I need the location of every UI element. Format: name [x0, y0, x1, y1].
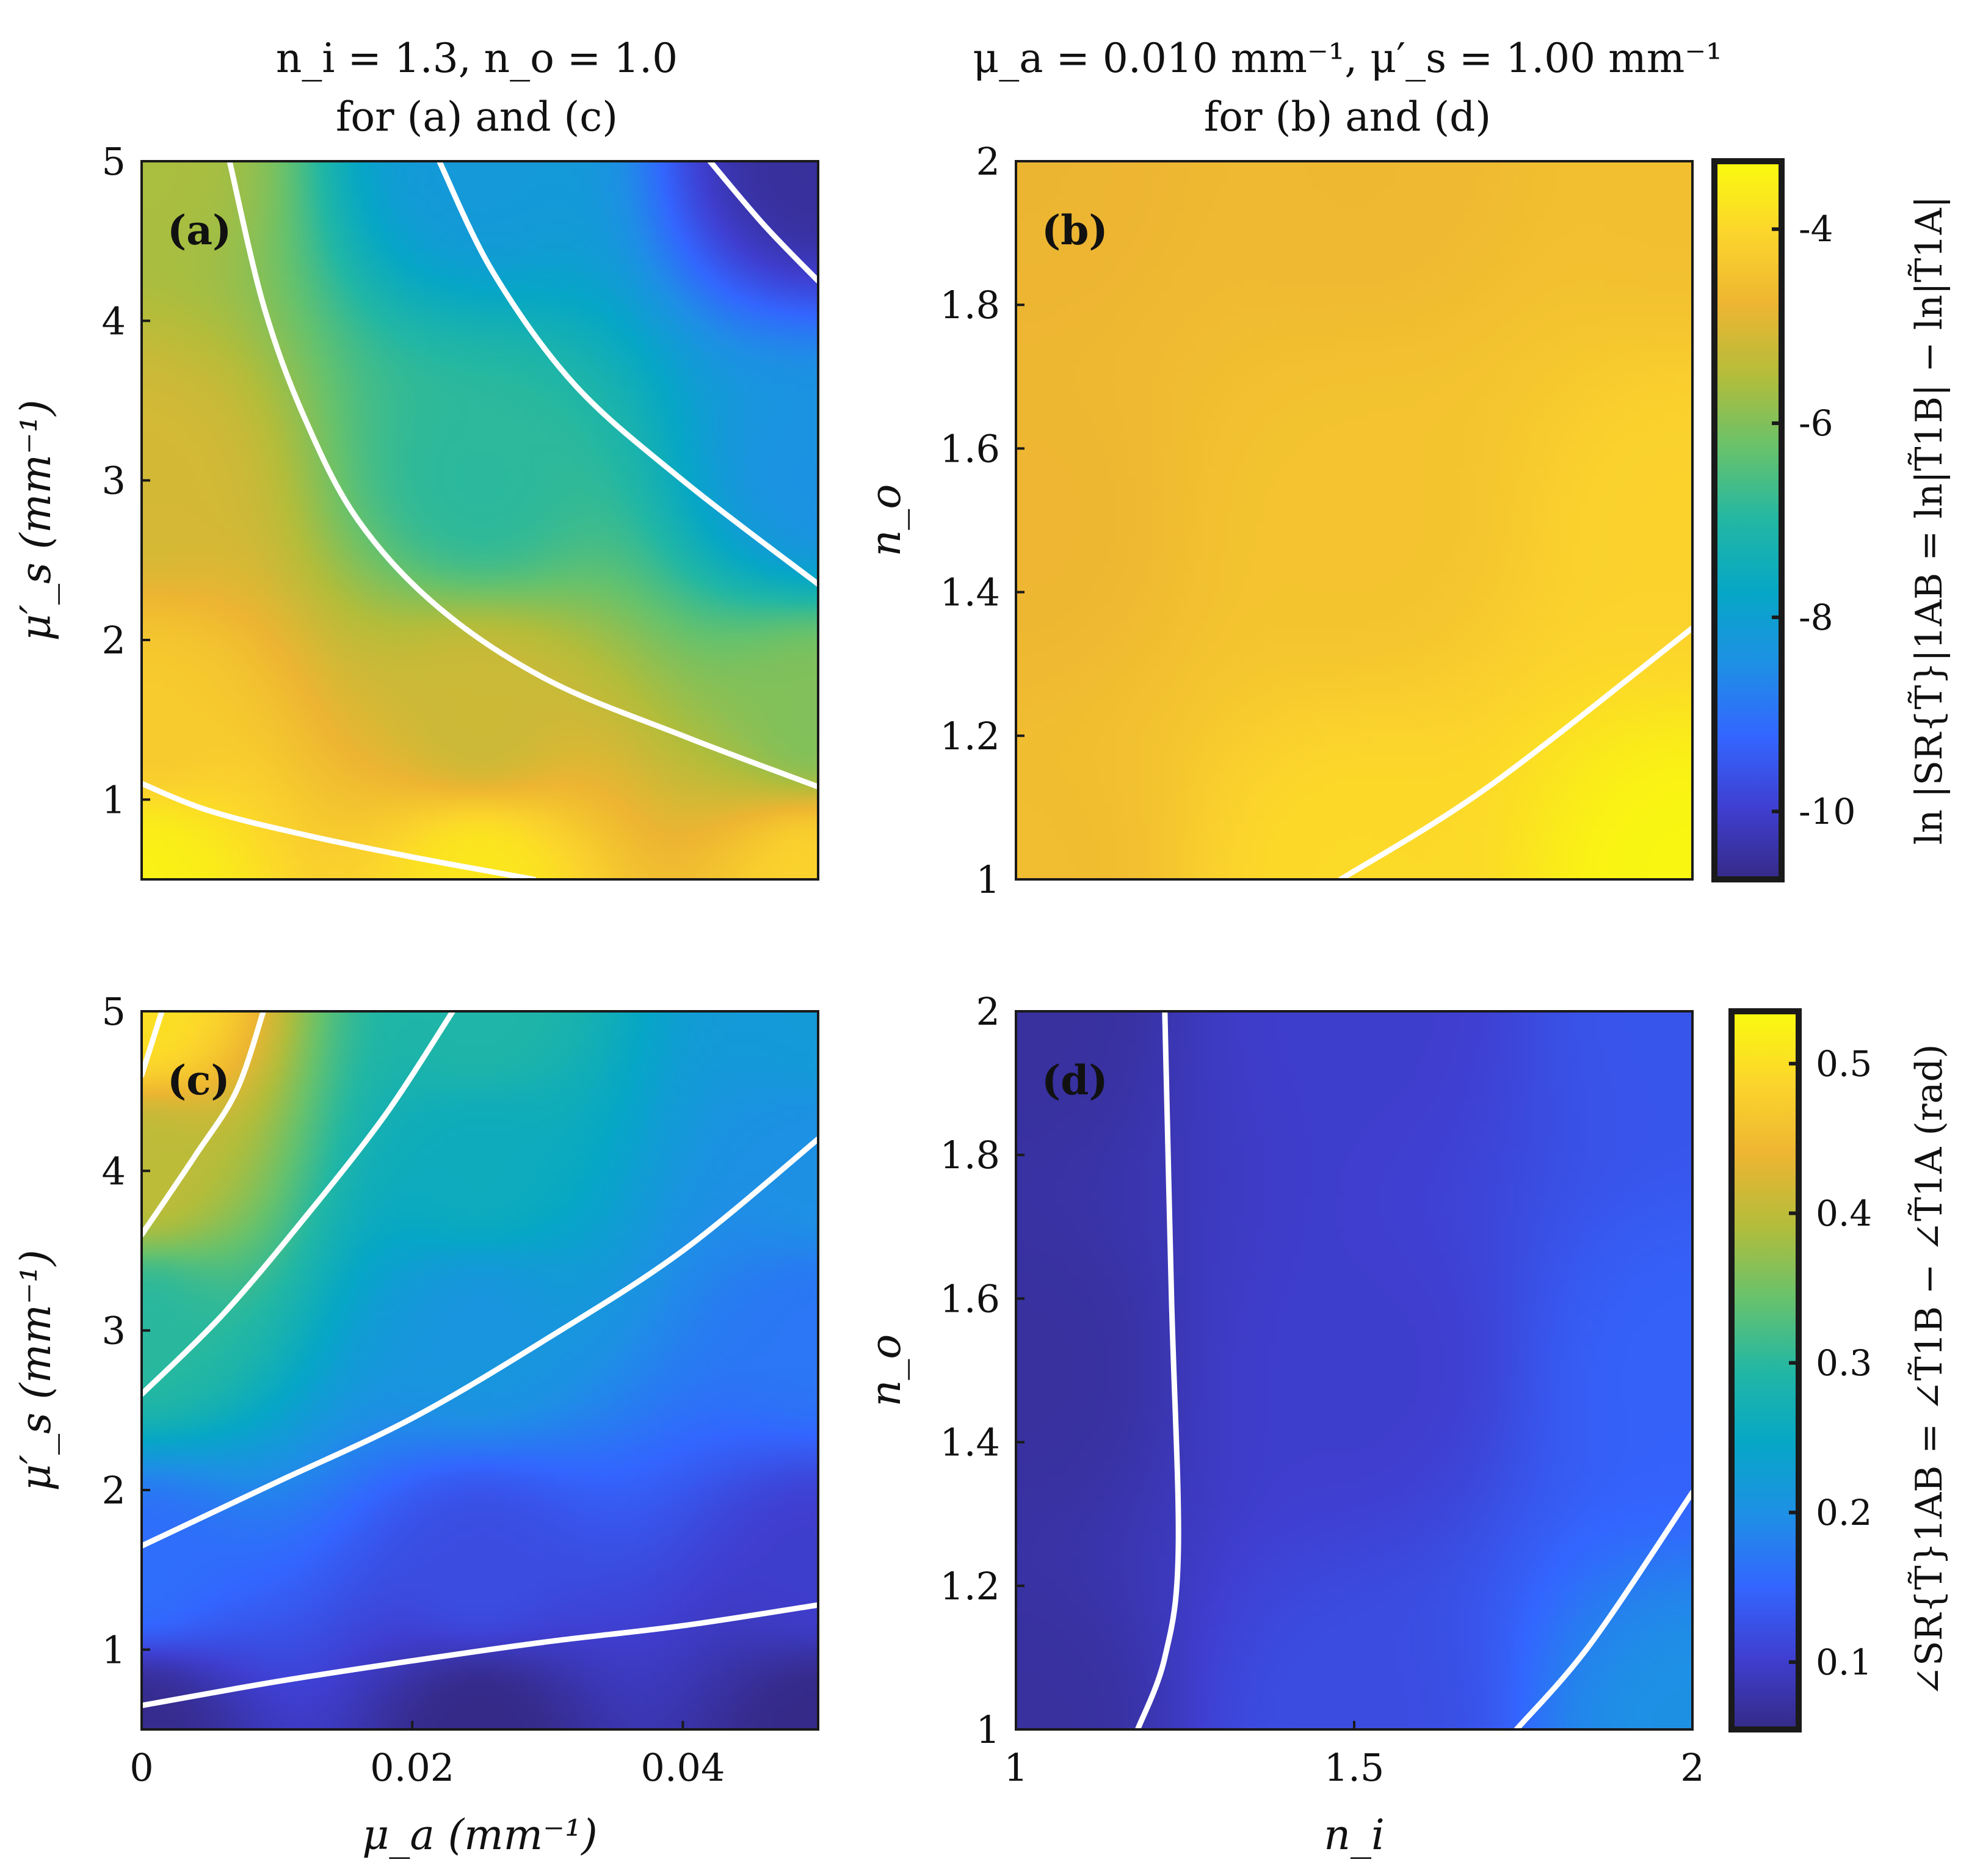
- xtick-label-c: 0.02: [370, 1745, 454, 1790]
- panel-label-a: (a): [167, 206, 231, 254]
- cb-bottom-frame: [1728, 1008, 1802, 1732]
- contour-line-c-2: [142, 1011, 456, 1397]
- ytick-label-d: 2: [976, 989, 1000, 1034]
- heatmap-c: [142, 1011, 818, 1729]
- panel-c: 1 2 3 4 5 0 0.02 0.04 μ_a (mm⁻¹) μ′_s (mm⁻¹) (c): [12, 989, 819, 1860]
- panel-label-c: (c): [167, 1056, 230, 1104]
- cb-bottom-label: ∠SR{T̃}1AB = ∠T̃1B − ∠T̃1A (rad): [1907, 1044, 1951, 1696]
- axes-frame-b: [1015, 160, 1694, 881]
- ytick-label-b: 1.4: [940, 570, 1000, 615]
- ytick-label-d: 1.4: [940, 1420, 1000, 1465]
- y-axis-label-d: n_o: [862, 1334, 910, 1407]
- cb-bottom-tick-label: 0.3: [1816, 1342, 1872, 1384]
- cb-top-label: ln |SR{T̃}|1AB = ln|T̃1B| − ln|T̃1A|: [1907, 196, 1951, 845]
- cb-bottom-tick-label: 0.4: [1816, 1193, 1872, 1234]
- cb-bottom-tick-label: 0.5: [1816, 1043, 1872, 1085]
- contour-line-c-4: [142, 1011, 165, 1078]
- cb-bottom-tick-label: 0.2: [1816, 1492, 1872, 1533]
- xtick-label-d: 1: [1004, 1745, 1028, 1790]
- axes-frame-c: [140, 1010, 819, 1731]
- panel-label-d: (d): [1042, 1056, 1108, 1104]
- ytick-label-d: 1.6: [940, 1276, 1000, 1321]
- ytick-label-b: 1: [976, 857, 1000, 902]
- panel-d: 1 1.2 1.4 1.6 1.8 2 1 1.5 2 n_i n_o (d): [862, 989, 1705, 1860]
- ytick-label-d: 1: [976, 1707, 1000, 1752]
- x-axis-label-c: μ_a (mm⁻¹): [362, 1811, 598, 1860]
- contours-d: [1134, 1011, 1692, 1729]
- panel-b: 1 1.2 1.4 1.6 1.8 2 n_o (b): [862, 139, 1694, 902]
- axes-frame-a: [140, 160, 819, 881]
- y-axis-label-a: μ′_s (mm⁻¹): [12, 399, 60, 641]
- cb-top-tick-label: -10: [1799, 791, 1855, 832]
- ytick-label-d: 1.2: [940, 1564, 1000, 1609]
- contour-line-b-0: [1338, 625, 1692, 879]
- contour-line-d-0: [1134, 1011, 1181, 1729]
- panel-a: 1 2 3 4 5 μ′_s (mm⁻¹) (a): [12, 139, 819, 881]
- y-axis-label-c: μ′_s (mm⁻¹): [12, 1249, 60, 1491]
- title-left-line2: for (a) and (c): [336, 93, 618, 140]
- contours-b: [1338, 625, 1692, 879]
- colorbar-bottom: 0.5 0.4 0.3 0.2 0.1 ∠SR{T̃}1AB = ∠T̃1B − ∠T̃1…: [1728, 1008, 1951, 1732]
- contour-line-a-3: [707, 161, 818, 284]
- cb-top-tick-label: -4: [1799, 208, 1833, 250]
- xtick-label-c: 0: [129, 1745, 153, 1790]
- cb-top-frame: [1711, 158, 1785, 882]
- contour-line-a-2: [437, 161, 818, 587]
- contour-line-c-3: [142, 1011, 266, 1238]
- ytick-label-b: 2: [976, 139, 1000, 184]
- ytick-label-b: 1.2: [940, 714, 1000, 758]
- y-axis-label-b: n_o: [862, 484, 910, 557]
- ytick-label-c: 4: [102, 1149, 126, 1193]
- xtick-label-d: 1.5: [1324, 1745, 1385, 1790]
- cb-top-tick-label: -8: [1799, 597, 1833, 638]
- heatmap-d: [1016, 1011, 1692, 1729]
- x-axis-label-d: n_i: [1324, 1811, 1385, 1860]
- ytick-label-a: 4: [102, 299, 126, 343]
- ytick-label-a: 5: [102, 139, 126, 184]
- title-right-line1: μ_a = 0.010 mm⁻¹, μ′_s = 1.00 mm⁻¹: [973, 35, 1722, 82]
- ytick-label-c: 2: [102, 1468, 126, 1513]
- contour-line-a-1: [227, 161, 818, 790]
- title-left-line1: n_i = 1.3, n_o = 1.0: [276, 35, 678, 82]
- ytick-label-c: 1: [102, 1627, 126, 1672]
- heatmap-a: [142, 161, 818, 879]
- ytick-label-c: 5: [102, 989, 126, 1034]
- ytick-label-b: 1.6: [940, 426, 1000, 471]
- contour-line-c-1: [142, 1136, 818, 1549]
- title-right-line2: for (b) and (d): [1204, 93, 1491, 140]
- cb-top-tick-label: -6: [1799, 402, 1833, 444]
- ytick-label-a: 2: [102, 618, 126, 663]
- cb-top-gradient: [1714, 161, 1782, 879]
- contour-line-c-0: [142, 1602, 818, 1709]
- heatmap-b: [1016, 161, 1692, 879]
- contours-c: [142, 1011, 818, 1709]
- ytick-label-a: 3: [102, 459, 126, 503]
- cb-bottom-gradient: [1732, 1011, 1799, 1729]
- xtick-label-c: 0.04: [640, 1745, 725, 1790]
- ytick-label-b: 1.8: [940, 283, 1000, 327]
- contours-a: [142, 161, 818, 879]
- colorbar-top: -4 -6 -8 -10 ln |SR{T̃}|1AB = ln|T̃1B| − ln|…: [1711, 158, 1951, 882]
- panel-label-b: (b): [1042, 206, 1108, 254]
- cb-bottom-tick-label: 0.1: [1816, 1642, 1872, 1683]
- ytick-label-c: 3: [102, 1309, 126, 1353]
- ytick-label-d: 1.8: [940, 1133, 1000, 1177]
- xtick-label-d: 2: [1680, 1745, 1704, 1790]
- contour-line-d-1: [1514, 1489, 1692, 1729]
- contour-line-a-0: [142, 780, 537, 879]
- ytick-label-a: 1: [102, 777, 126, 822]
